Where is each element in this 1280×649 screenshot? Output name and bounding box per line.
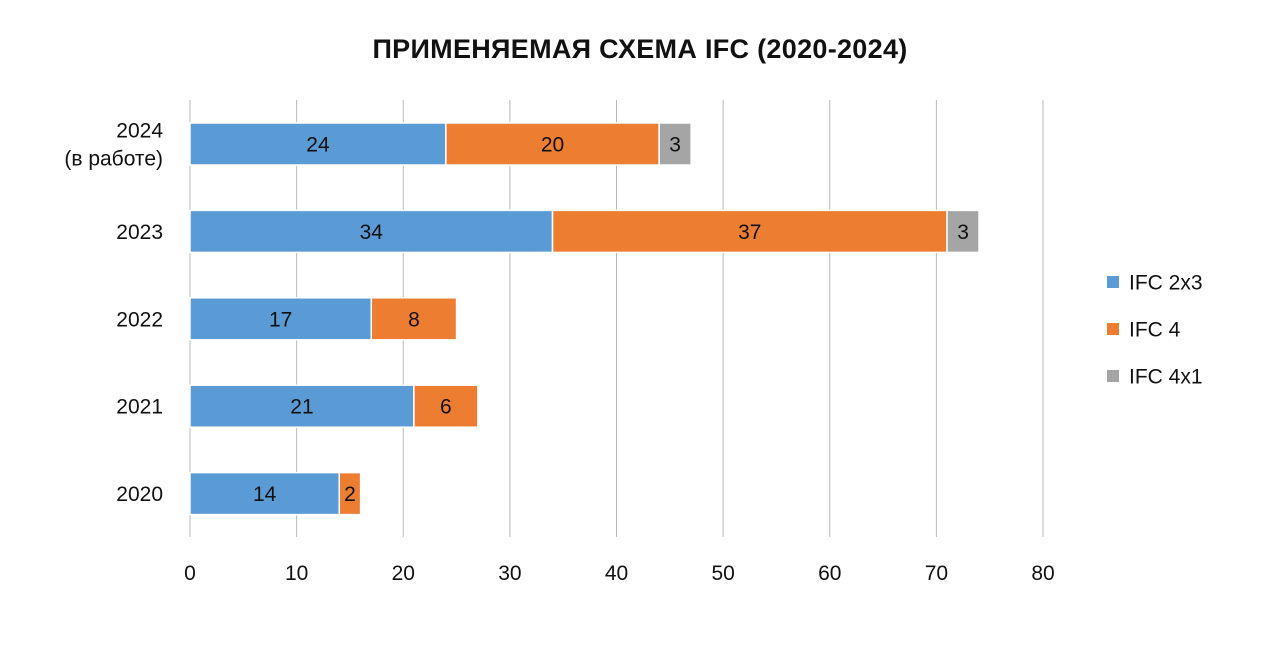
bar-segment: [658, 122, 692, 166]
data-label: 3: [669, 134, 681, 157]
legend-swatch: [1107, 323, 1119, 335]
bar-segment: [370, 297, 458, 341]
category-label: 2021: [116, 396, 163, 419]
x-tick-label: 0: [184, 562, 196, 585]
legend-swatch: [1107, 370, 1119, 382]
bar-segment: [189, 122, 447, 166]
bar-segment: [189, 471, 341, 516]
x-tick-label: 60: [818, 562, 841, 585]
x-tick-label: 20: [392, 562, 415, 585]
data-label: 8: [408, 308, 420, 331]
legend-label: IFC 4: [1129, 319, 1181, 342]
bar-segment: [445, 122, 660, 166]
legend-swatch: [1107, 276, 1119, 288]
x-tick-label: 70: [925, 562, 948, 585]
category-label: 2020: [116, 483, 163, 506]
bar-segment: [189, 209, 554, 254]
category-label-line: 2021: [116, 396, 163, 419]
bar-segment: [946, 209, 980, 254]
category-label: 2022: [116, 308, 163, 331]
data-label: 37: [738, 221, 761, 244]
data-label: 24: [306, 134, 330, 157]
bar-segment: [338, 471, 362, 516]
data-label: 3: [957, 221, 969, 244]
data-label: 17: [269, 308, 292, 331]
x-tick-label: 50: [711, 562, 734, 585]
category-label-line: (в работе): [64, 148, 163, 171]
category-label-line: 2022: [116, 308, 163, 331]
bar-segment: [189, 384, 415, 428]
x-tick-label: 10: [285, 562, 308, 585]
data-label: 6: [440, 396, 452, 419]
category-label: 2024 (в работе): [64, 120, 163, 171]
data-label: 21: [290, 396, 313, 419]
bar-segment: [413, 384, 479, 428]
data-label: 14: [253, 483, 277, 506]
x-tick-label: 30: [498, 562, 521, 585]
category-label: 2023: [116, 221, 163, 244]
x-tick-label: 40: [605, 562, 628, 585]
category-label-line: 2023: [116, 221, 163, 244]
bar-segment: [189, 297, 373, 341]
data-label: 2: [344, 483, 356, 506]
legend-label: IFC 2x3: [1129, 272, 1203, 295]
bar-segment: [551, 209, 948, 254]
data-label: 20: [541, 134, 564, 157]
data-label: 34: [360, 221, 384, 244]
x-tick-label: 80: [1031, 562, 1054, 585]
chart-title: ПРИМЕНЯЕМАЯ СХЕМА IFC (2020-2024): [372, 34, 908, 64]
category-label-line: 2024: [116, 120, 163, 143]
legend-label: IFC 4x1: [1129, 366, 1203, 389]
category-label-line: 2020: [116, 483, 163, 506]
